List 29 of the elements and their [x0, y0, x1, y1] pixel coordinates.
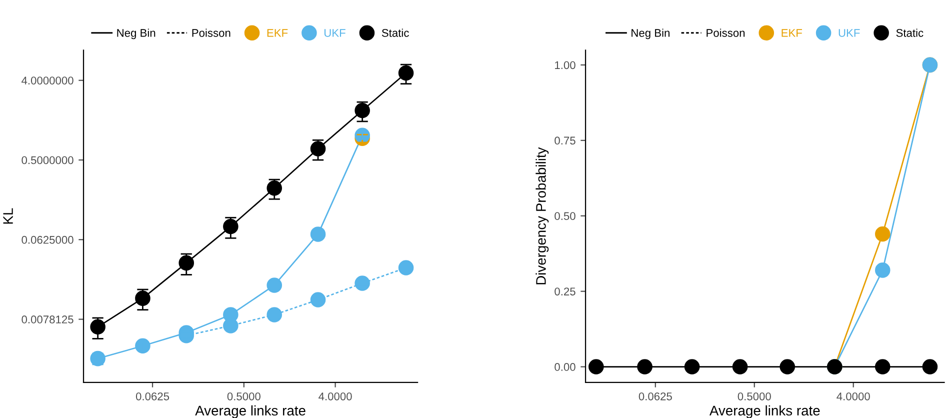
text: Poisson — [706, 28, 745, 37]
text: EKF — [782, 29, 802, 37]
legend-label: UKF — [838, 29, 860, 37]
legend-label: UKF — [324, 29, 346, 37]
x-tick-label: 0.0625 — [136, 392, 170, 400]
y-tick-label: 1.00 — [555, 61, 576, 70]
y-tick-label: 0.5000000 — [22, 156, 74, 164]
text: Neg Bin — [632, 28, 670, 40]
text: Poisson — [192, 28, 230, 37]
y-axis-title: Divergency Probability — [536, 147, 549, 284]
x-axis-title: Average links rate — [709, 405, 820, 418]
y-tick-label: 0.00 — [554, 363, 576, 371]
text: Static — [896, 28, 924, 37]
x-axis-title: Average links rate — [195, 405, 306, 418]
y-tick-label: 0.0078125 — [22, 316, 74, 324]
y-tick-label: 4.0000000 — [22, 76, 74, 84]
x-tick-label: 0.0625 — [638, 392, 672, 400]
y-tick-label: 0.0625000 — [22, 236, 74, 244]
y-tick-label: 0.75 — [554, 136, 576, 145]
x-tick-label: 4.0000 — [836, 392, 870, 400]
x-tick-label: 0.5000 — [227, 392, 260, 400]
y-tick-label: 0.50 — [554, 212, 576, 220]
legend-label: Static — [382, 28, 409, 37]
legend-label: EKF — [267, 29, 288, 37]
x-tick-label: 0.5000 — [738, 392, 771, 400]
y-axis-title: KL — [3, 208, 13, 224]
y-tick-label: 0.25 — [554, 288, 576, 296]
x-tick-label: 4.0000 — [318, 392, 352, 400]
text: Neg Bin — [117, 28, 156, 40]
